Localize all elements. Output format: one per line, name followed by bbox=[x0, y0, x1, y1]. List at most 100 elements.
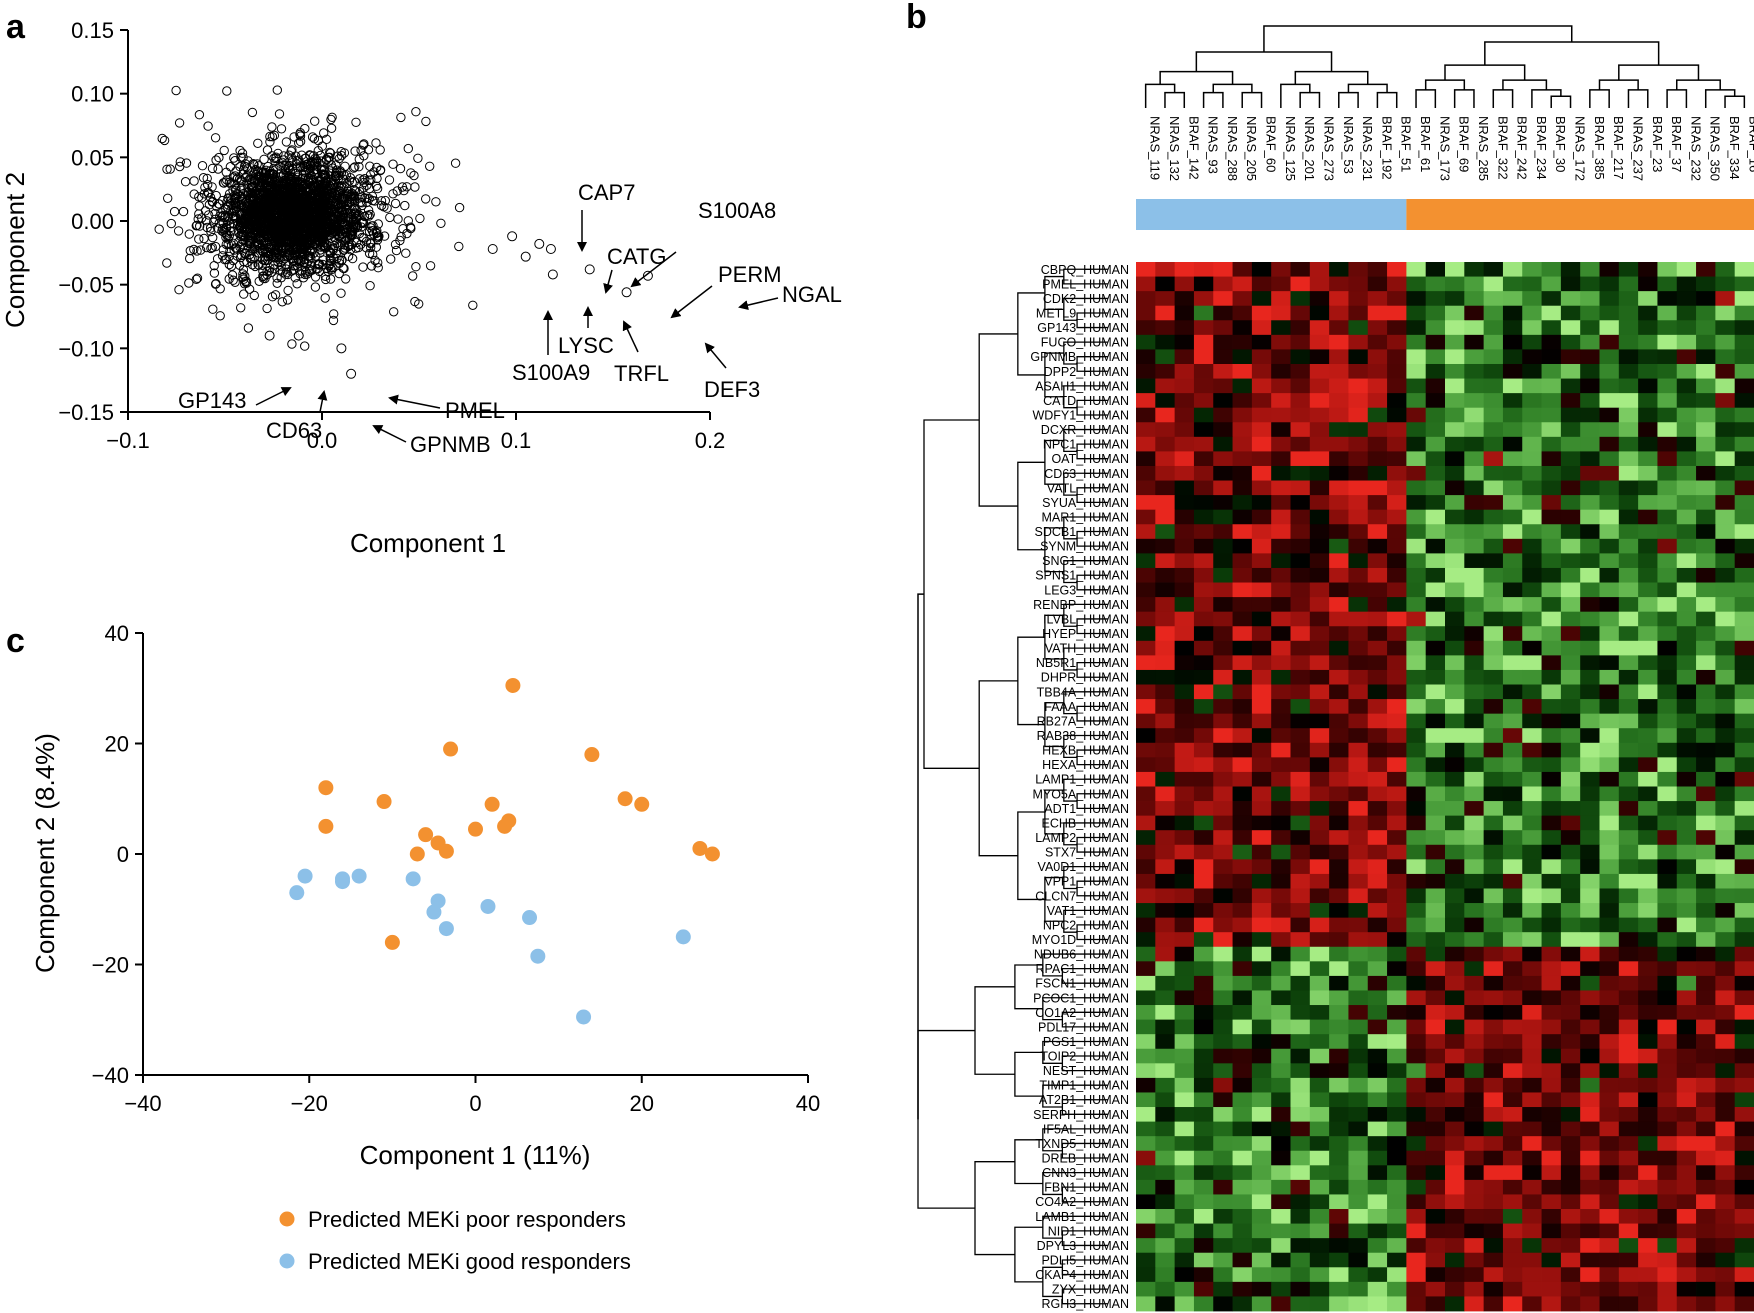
heatmap-cell bbox=[1174, 946, 1195, 962]
heatmap-cell bbox=[1387, 742, 1407, 758]
heatmap-cell bbox=[1348, 363, 1369, 379]
heatmap-cell bbox=[1309, 1136, 1330, 1152]
heatmap-cell bbox=[1696, 626, 1716, 642]
heatmap-cell bbox=[1406, 873, 1427, 889]
heatmap-cell bbox=[1251, 1048, 1272, 1064]
heatmap-cell bbox=[1464, 903, 1485, 919]
heatmap-cell bbox=[1618, 480, 1639, 496]
heatmap-cell bbox=[1329, 538, 1349, 554]
heatmap-cell bbox=[1213, 1194, 1233, 1210]
heatmap-cell bbox=[1657, 640, 1678, 656]
heatmap-cell bbox=[1522, 990, 1542, 1006]
heatmap-cell bbox=[1406, 1005, 1427, 1021]
row-label: VATL_HUMAN bbox=[1047, 481, 1129, 495]
heatmap-cell bbox=[1155, 407, 1176, 423]
panel-a-point bbox=[267, 132, 278, 142]
panel-a-point bbox=[262, 239, 273, 249]
poor-responder-point bbox=[484, 796, 500, 812]
heatmap-cell bbox=[1715, 611, 1736, 627]
heatmap-cell bbox=[1174, 684, 1195, 700]
heatmap-cell bbox=[1251, 422, 1272, 438]
heatmap-cell bbox=[1193, 611, 1214, 627]
panel-a-point bbox=[249, 188, 260, 199]
heatmap-cell bbox=[1406, 801, 1427, 817]
heatmap-cell bbox=[1580, 1019, 1600, 1035]
heatmap-cell bbox=[1348, 757, 1369, 773]
heatmap-cell bbox=[1696, 1107, 1716, 1122]
heatmap-cell bbox=[1174, 1209, 1195, 1224]
heatmap-cell bbox=[1387, 305, 1407, 321]
heatmap-cell bbox=[1522, 1048, 1542, 1064]
heatmap-cell bbox=[1155, 582, 1176, 598]
column-dendro-branch bbox=[1195, 51, 1333, 72]
heatmap-cell bbox=[1483, 1179, 1504, 1195]
panel-a-point bbox=[219, 178, 229, 188]
heatmap-cell bbox=[1232, 422, 1253, 438]
heatmap-cell bbox=[1251, 1252, 1272, 1268]
heatmap-cell bbox=[1734, 363, 1754, 379]
heatmap-cell bbox=[1174, 1092, 1195, 1108]
heatmap-cell bbox=[1309, 888, 1330, 904]
heatmap-cell bbox=[1715, 451, 1736, 467]
heatmap-cell bbox=[1329, 1252, 1349, 1268]
heatmap-cell bbox=[1425, 1194, 1446, 1210]
heatmap-cell bbox=[1618, 320, 1639, 336]
heatmap-cell bbox=[1387, 1238, 1407, 1254]
heatmap-cell bbox=[1232, 378, 1253, 394]
heatmap-cell bbox=[1348, 1223, 1369, 1239]
panel-a-xlabel: Component 1 bbox=[350, 528, 506, 558]
panel-a-point bbox=[235, 174, 245, 184]
panel-a-point bbox=[230, 205, 240, 216]
heatmap-cell bbox=[1618, 757, 1639, 773]
heatmap-cell bbox=[1290, 1267, 1311, 1283]
heatmap-cell bbox=[1618, 349, 1639, 365]
heatmap-cell bbox=[1271, 1281, 1291, 1297]
heatmap-cell bbox=[1618, 961, 1639, 977]
panel-a-point bbox=[181, 158, 192, 168]
heatmap-cell bbox=[1696, 378, 1716, 394]
heatmap-cell bbox=[1367, 932, 1388, 948]
heatmap-cell bbox=[1464, 262, 1485, 277]
heatmap-cell bbox=[1251, 669, 1272, 685]
heatmap-cell bbox=[1464, 786, 1485, 802]
heatmap-cell bbox=[1290, 363, 1311, 379]
heatmap-cell bbox=[1406, 422, 1427, 438]
heatmap-cell bbox=[1696, 742, 1716, 758]
heatmap-cell bbox=[1290, 465, 1311, 481]
heatmap-cell bbox=[1696, 888, 1716, 904]
heatmap-cell bbox=[1406, 888, 1427, 904]
column-dendro-branch bbox=[1724, 95, 1746, 108]
heatmap-cell bbox=[1213, 1165, 1233, 1181]
heatmap-cell bbox=[1251, 1121, 1272, 1137]
heatmap-cell bbox=[1445, 626, 1465, 642]
heatmap-cell bbox=[1638, 611, 1658, 627]
heatmap-cell bbox=[1483, 1281, 1504, 1297]
heatmap-cell bbox=[1657, 1281, 1678, 1297]
heatmap-cell bbox=[1541, 1252, 1562, 1268]
column-label: NRAS_237 bbox=[1630, 116, 1645, 181]
heatmap-cell bbox=[1618, 903, 1639, 919]
panel-a-point bbox=[356, 222, 366, 232]
heatmap-cell bbox=[1155, 538, 1176, 554]
heatmap-cell bbox=[1329, 801, 1349, 817]
heatmap-cell bbox=[1657, 830, 1678, 846]
heatmap-cell bbox=[1193, 1281, 1214, 1297]
panel-b-heatmap: NRAS_119 NRAS_132 BRAF_142 NRAS_93 NRAS_288 N… bbox=[917, 25, 1754, 1312]
panel-a-point bbox=[291, 220, 302, 231]
heatmap-cell bbox=[1715, 844, 1736, 860]
heatmap-cell bbox=[1560, 567, 1581, 583]
heatmap-cell bbox=[1676, 1252, 1697, 1268]
panel-a-point bbox=[365, 161, 375, 171]
heatmap-cell bbox=[1232, 961, 1253, 977]
heatmap-cell bbox=[1599, 640, 1620, 656]
heatmap-cell bbox=[1406, 1092, 1427, 1108]
heatmap-cell bbox=[1541, 611, 1562, 627]
heatmap-cell bbox=[1213, 1121, 1233, 1137]
panel-a-point bbox=[289, 132, 299, 142]
heatmap-cell bbox=[1290, 757, 1311, 773]
panel-a-point bbox=[229, 172, 239, 182]
heatmap-cell bbox=[1290, 1252, 1311, 1268]
heatmap-cell bbox=[1715, 771, 1736, 787]
heatmap-cell bbox=[1676, 320, 1697, 336]
panel-a-point bbox=[279, 191, 289, 202]
